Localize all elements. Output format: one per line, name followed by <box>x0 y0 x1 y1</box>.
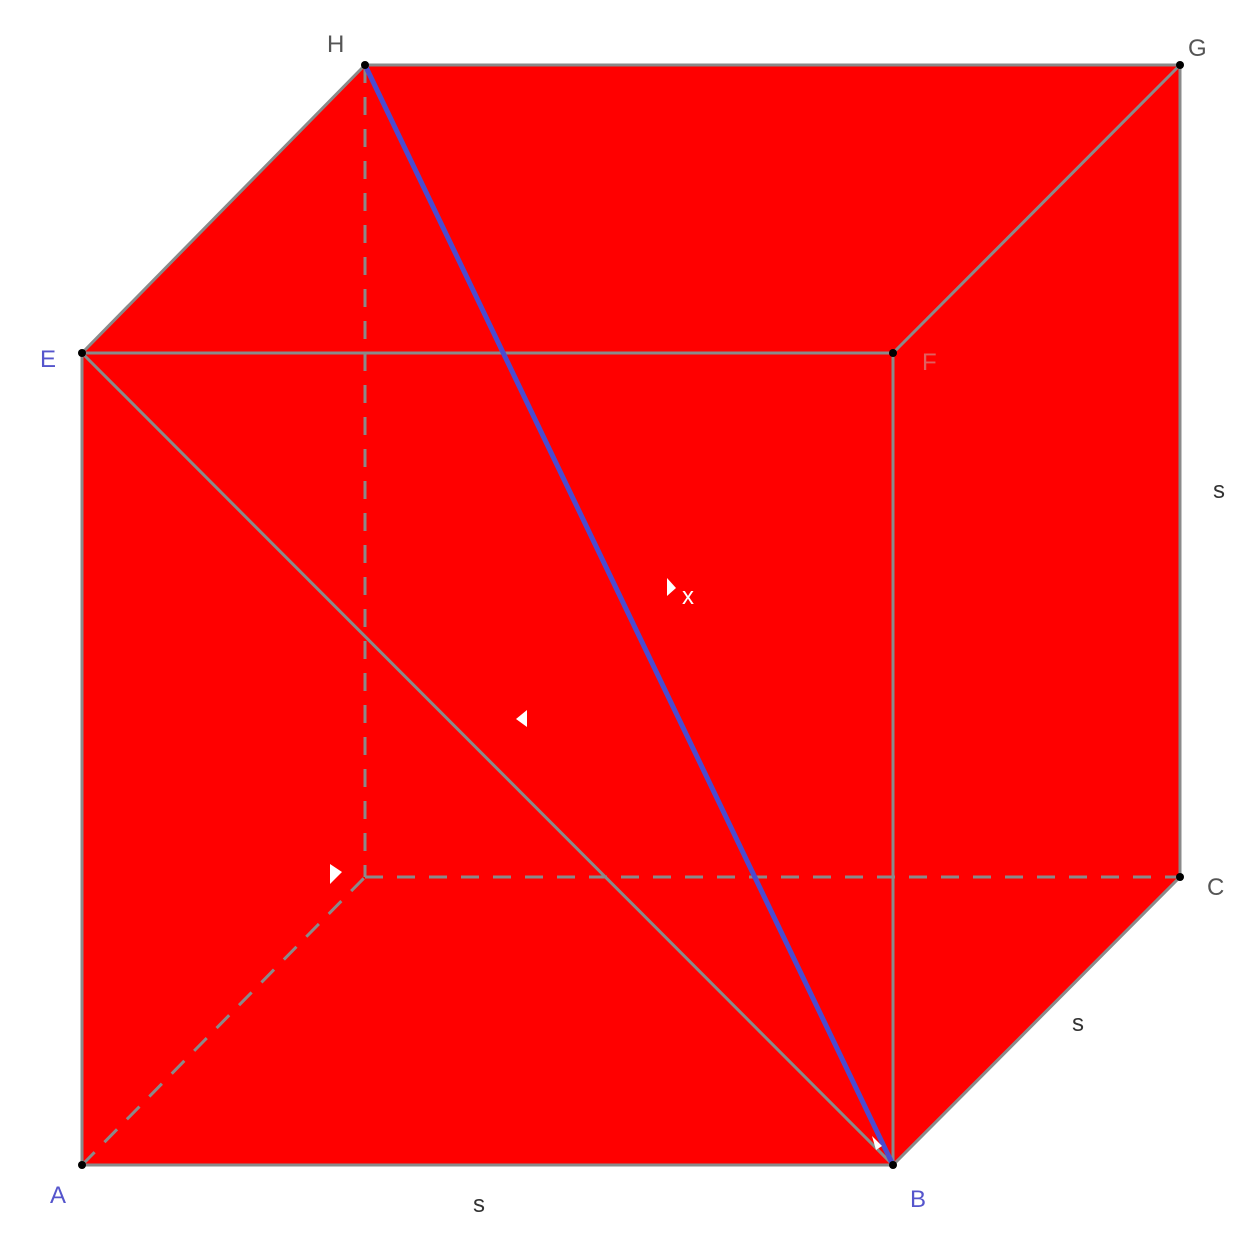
vertex-label-a: A <box>50 1182 66 1209</box>
vertex-label-c: C <box>1207 874 1224 901</box>
angle-marker-space-diagonal <box>667 578 676 596</box>
angle-marker-d <box>330 864 342 884</box>
vertex-point-h <box>361 61 369 69</box>
side-label-bottom: s <box>473 1191 485 1218</box>
vertex-label-b: B <box>910 1186 926 1213</box>
vertex-point-b <box>889 1161 897 1169</box>
edge-eh <box>80 63 367 355</box>
angle-marker-b <box>872 1136 882 1150</box>
face-diagonal-eb <box>80 351 895 1167</box>
vertex-point-g <box>1176 61 1184 69</box>
vertex-point-a <box>78 1161 86 1169</box>
angle-marker-face-diagonal <box>516 710 527 727</box>
edge-fg <box>891 63 1182 355</box>
space-diagonal-label: x <box>682 583 694 610</box>
vertex-point-c <box>1176 873 1184 881</box>
edge-bc <box>891 875 1182 1167</box>
hidden-edge-ad <box>80 875 367 1167</box>
vertex-label-g: G <box>1188 35 1207 62</box>
side-label-right: s <box>1213 477 1225 504</box>
vertex-label-h: H <box>327 31 344 58</box>
vertex-label-f: F <box>922 349 937 376</box>
vertex-point-e <box>78 349 86 357</box>
space-diagonal-hb <box>362 63 896 1167</box>
vertex-point-f <box>889 349 897 357</box>
side-label-depth: s <box>1072 1010 1084 1037</box>
vertex-label-e: E <box>40 346 56 373</box>
